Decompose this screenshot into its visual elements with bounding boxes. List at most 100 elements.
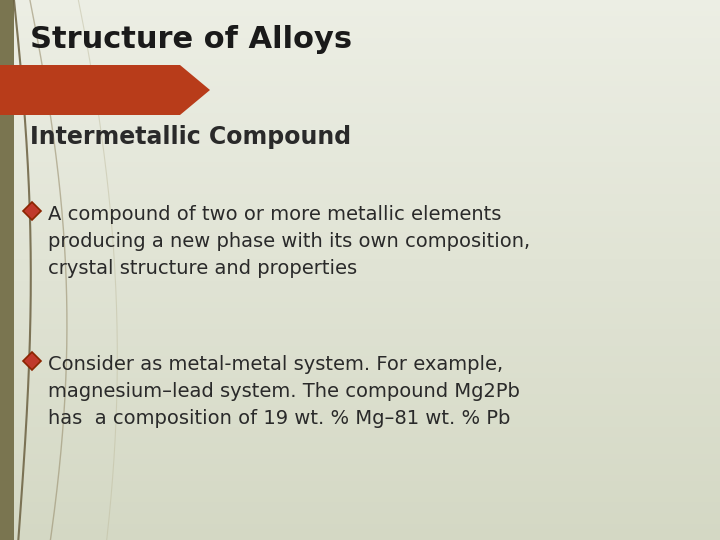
Bar — [0, 405, 720, 410]
Bar — [0, 470, 720, 475]
Bar — [0, 113, 720, 119]
Bar — [0, 443, 720, 448]
Bar — [0, 189, 720, 194]
Bar — [0, 254, 720, 259]
Bar — [0, 135, 720, 140]
Text: Structure of Alloys: Structure of Alloys — [30, 25, 352, 54]
Bar — [0, 362, 720, 367]
Bar — [0, 265, 720, 270]
Bar — [0, 151, 720, 157]
Text: Consider as metal-metal system. For example,
magnesium–lead system. The compound: Consider as metal-metal system. For exam… — [48, 355, 520, 429]
Bar — [0, 302, 720, 308]
Bar — [0, 16, 720, 22]
Bar — [0, 356, 720, 362]
Bar — [0, 221, 720, 227]
Bar — [0, 86, 720, 92]
Bar — [0, 124, 720, 130]
Bar — [0, 346, 720, 351]
Bar — [0, 238, 720, 243]
Bar — [0, 335, 720, 340]
Bar — [0, 292, 720, 297]
Bar — [0, 373, 720, 378]
Bar — [0, 167, 720, 173]
Bar — [0, 535, 720, 540]
Polygon shape — [23, 352, 41, 370]
Bar — [0, 32, 720, 38]
Bar — [0, 227, 720, 232]
Bar — [0, 448, 720, 454]
Bar — [0, 54, 720, 59]
Bar — [0, 281, 720, 286]
Bar — [0, 76, 720, 81]
Bar — [0, 529, 720, 535]
Bar — [0, 49, 720, 54]
Bar — [0, 518, 720, 524]
Bar — [0, 103, 720, 108]
Bar — [0, 432, 720, 437]
Bar — [0, 81, 720, 86]
Bar — [0, 0, 720, 5]
Bar — [0, 454, 720, 459]
Bar — [0, 178, 720, 184]
Bar — [0, 324, 720, 329]
Bar — [0, 475, 720, 481]
Bar — [0, 119, 720, 124]
Text: A compound of two or more metallic elements
producing a new phase with its own c: A compound of two or more metallic eleme… — [48, 205, 530, 279]
Bar — [0, 513, 720, 518]
Bar — [0, 502, 720, 508]
Bar — [0, 394, 720, 400]
Bar — [0, 130, 720, 135]
Bar — [0, 421, 720, 427]
Bar — [0, 459, 720, 464]
Bar — [0, 508, 720, 513]
Bar — [0, 329, 720, 335]
Bar — [0, 248, 720, 254]
Bar — [0, 173, 720, 178]
Bar — [0, 43, 720, 49]
Bar — [0, 286, 720, 292]
Bar — [0, 97, 720, 103]
Bar — [0, 92, 720, 97]
Polygon shape — [0, 65, 210, 115]
Bar — [0, 524, 720, 529]
Bar — [0, 11, 720, 16]
Bar — [0, 232, 720, 238]
Bar — [0, 270, 720, 275]
Bar — [0, 184, 720, 189]
Bar — [0, 491, 720, 497]
Bar — [0, 38, 720, 43]
Bar — [0, 400, 720, 405]
Bar — [0, 313, 720, 319]
Bar — [0, 70, 720, 76]
Bar — [0, 243, 720, 248]
Bar — [0, 27, 720, 32]
Bar — [0, 216, 720, 221]
Bar — [0, 427, 720, 432]
Polygon shape — [0, 0, 14, 540]
Bar — [0, 383, 720, 389]
Bar — [0, 486, 720, 491]
Bar — [0, 340, 720, 346]
Bar — [0, 200, 720, 205]
Bar — [0, 205, 720, 211]
Bar — [0, 416, 720, 421]
Bar — [0, 5, 720, 11]
Bar — [0, 297, 720, 302]
Bar — [0, 162, 720, 167]
Bar — [0, 481, 720, 486]
Bar — [0, 319, 720, 324]
Bar — [0, 378, 720, 383]
Bar — [0, 437, 720, 443]
Bar — [0, 211, 720, 216]
Bar — [0, 157, 720, 162]
Polygon shape — [23, 202, 41, 220]
Bar — [0, 108, 720, 113]
Bar — [0, 146, 720, 151]
Bar — [0, 59, 720, 65]
Text: Intermetallic Compound: Intermetallic Compound — [30, 125, 351, 149]
Bar — [0, 464, 720, 470]
Bar — [0, 22, 720, 27]
Bar — [0, 140, 720, 146]
Bar — [0, 497, 720, 502]
Bar — [0, 194, 720, 200]
